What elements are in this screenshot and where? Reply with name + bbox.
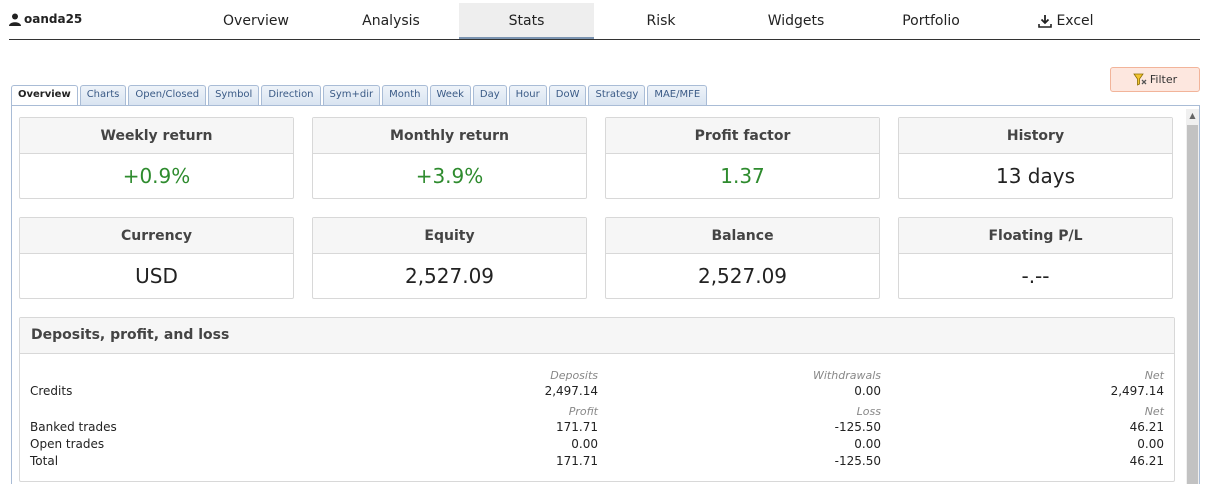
value-banked-loss: -125.50 bbox=[834, 420, 881, 434]
subtab-sym-dir[interactable]: Sym+dir bbox=[322, 85, 381, 105]
subtab-mae-mfe[interactable]: MAE/MFE bbox=[647, 85, 708, 105]
card-currency: Currency USD bbox=[19, 217, 294, 299]
subtab-dow[interactable]: DoW bbox=[548, 85, 587, 105]
stats-subtabs: Overview Charts Open/Closed Symbol Direc… bbox=[11, 85, 708, 106]
card-balance: Balance 2,527.09 bbox=[605, 217, 880, 299]
value-withdrawals: 0.00 bbox=[854, 384, 881, 398]
deposits-profit-loss-section: Deposits, profit, and loss Deposits With… bbox=[19, 317, 1175, 482]
card-value: 13 days bbox=[995, 164, 1075, 188]
nav-overview-label: Overview bbox=[223, 13, 289, 29]
dpl-table: Deposits Withdrawals Net Credits 2,497.1… bbox=[20, 354, 1174, 481]
card-title: Floating P/L bbox=[899, 218, 1172, 254]
subtab-strategy[interactable]: Strategy bbox=[588, 85, 646, 105]
subtab-month[interactable]: Month bbox=[382, 85, 428, 105]
card-title: Balance bbox=[606, 218, 879, 254]
row-label-banked: Banked trades bbox=[30, 420, 117, 434]
value-banked-profit: 171.71 bbox=[556, 420, 598, 434]
top-navigation: oanda25 Overview Analysis Stats Risk Wid… bbox=[9, 0, 1200, 40]
card-title: Weekly return bbox=[20, 118, 293, 154]
card-title: Currency bbox=[20, 218, 293, 254]
subtab-week[interactable]: Week bbox=[429, 85, 471, 105]
nav-risk[interactable]: Risk bbox=[600, 3, 722, 39]
subtab-hour[interactable]: Hour bbox=[508, 85, 547, 105]
scroll-thumb[interactable] bbox=[1187, 125, 1198, 484]
value-credits-net: 2,497.14 bbox=[1110, 384, 1164, 398]
header-withdrawals: Withdrawals bbox=[813, 369, 881, 382]
overview-panel: Weekly return +0.9% Monthly return +3.9%… bbox=[11, 105, 1200, 484]
value-open-profit: 0.00 bbox=[571, 437, 598, 451]
card-value: 2,527.09 bbox=[404, 264, 495, 288]
nav-widgets[interactable]: Widgets bbox=[735, 3, 857, 39]
value-open-net: 0.00 bbox=[1137, 437, 1164, 451]
filter-icon bbox=[1133, 73, 1147, 86]
card-value: USD bbox=[135, 264, 178, 288]
card-title: Equity bbox=[313, 218, 586, 254]
subtab-direction[interactable]: Direction bbox=[261, 85, 321, 105]
nav-stats[interactable]: Stats bbox=[459, 3, 594, 39]
card-value: +3.9% bbox=[415, 164, 484, 188]
vertical-scrollbar[interactable]: ▲ bbox=[1186, 109, 1199, 484]
value-open-loss: 0.00 bbox=[854, 437, 881, 451]
row-label-credits: Credits bbox=[30, 384, 73, 398]
subtab-open-closed[interactable]: Open/Closed bbox=[128, 85, 207, 105]
subtab-charts[interactable]: Charts bbox=[79, 85, 127, 105]
scroll-up-arrow-icon[interactable]: ▲ bbox=[1189, 111, 1196, 120]
nav-excel-label: Excel bbox=[1056, 13, 1094, 29]
value-total-net: 46.21 bbox=[1129, 454, 1164, 468]
download-icon bbox=[1038, 15, 1053, 28]
card-title: Monthly return bbox=[313, 118, 586, 154]
subtab-overview[interactable]: Overview bbox=[11, 85, 78, 106]
card-history: History 13 days bbox=[898, 117, 1173, 199]
card-value: +0.9% bbox=[122, 164, 191, 188]
nav-widgets-label: Widgets bbox=[767, 13, 825, 29]
card-profit-factor: Profit factor 1.37 bbox=[605, 117, 880, 199]
nav-overview[interactable]: Overview bbox=[195, 3, 317, 39]
card-value: -.-- bbox=[1021, 264, 1050, 288]
header-net: Net bbox=[1144, 369, 1164, 382]
filter-button[interactable]: Filter bbox=[1110, 67, 1200, 92]
header-deposits: Deposits bbox=[550, 369, 598, 382]
card-floating-pl: Floating P/L -.-- bbox=[898, 217, 1173, 299]
value-total-loss: -125.50 bbox=[834, 454, 881, 468]
card-title: Profit factor bbox=[606, 118, 879, 154]
value-deposits: 2,497.14 bbox=[544, 384, 598, 398]
nav-portfolio-label: Portfolio bbox=[902, 13, 960, 29]
user-account[interactable]: oanda25 bbox=[9, 12, 82, 26]
header-loss: Loss bbox=[856, 405, 881, 418]
value-total-profit: 171.71 bbox=[556, 454, 598, 468]
card-value: 2,527.09 bbox=[697, 264, 788, 288]
nav-portfolio[interactable]: Portfolio bbox=[870, 3, 992, 39]
nav-analysis-label: Analysis bbox=[362, 13, 420, 29]
card-value: 1.37 bbox=[720, 164, 765, 188]
nav-excel[interactable]: Excel bbox=[1005, 3, 1127, 39]
user-icon bbox=[9, 13, 21, 26]
section-title: Deposits, profit, and loss bbox=[20, 318, 1174, 354]
user-name: oanda25 bbox=[24, 12, 83, 26]
card-title: History bbox=[899, 118, 1172, 154]
nav-risk-label: Risk bbox=[646, 13, 676, 29]
nav-analysis[interactable]: Analysis bbox=[330, 3, 452, 39]
header-profit: Profit bbox=[568, 405, 598, 418]
nav-stats-label: Stats bbox=[508, 13, 545, 29]
header-trades-net: Net bbox=[1144, 405, 1164, 418]
card-equity: Equity 2,527.09 bbox=[312, 217, 587, 299]
subtab-symbol[interactable]: Symbol bbox=[208, 85, 260, 105]
filter-label: Filter bbox=[1149, 73, 1178, 86]
card-weekly-return: Weekly return +0.9% bbox=[19, 117, 294, 199]
subtab-day[interactable]: Day bbox=[472, 85, 507, 105]
card-monthly-return: Monthly return +3.9% bbox=[312, 117, 587, 199]
value-banked-net: 46.21 bbox=[1129, 420, 1164, 434]
row-label-total: Total bbox=[30, 454, 59, 468]
row-label-open: Open trades bbox=[30, 437, 105, 451]
